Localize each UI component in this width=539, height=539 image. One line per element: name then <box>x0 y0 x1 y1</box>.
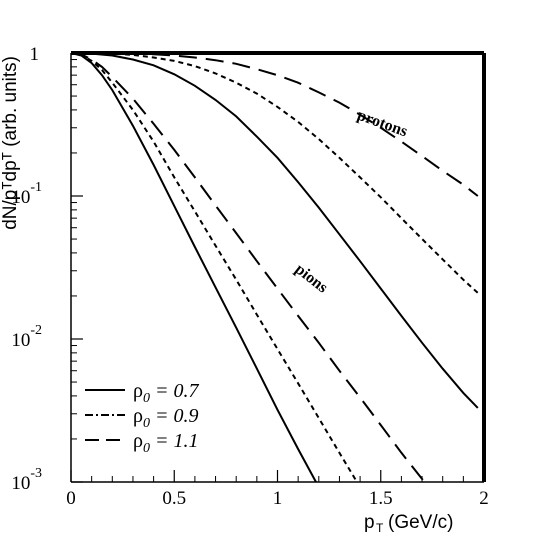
legend-label: ρ0 = 0.9 <box>133 405 198 431</box>
y-tick-label: 1 <box>30 44 40 65</box>
y-tick-label: 10 -3 <box>11 466 42 494</box>
axis-labels: p T (GeV/c) dN/pᵀdpᵀ (arb. units) <box>0 56 453 535</box>
x-tick-label: 0 <box>66 488 76 509</box>
legend: ρ0 = 0.7ρ0 = 0.9ρ0 = 1.1 <box>85 380 199 456</box>
x-tick-label: 2 <box>479 488 489 509</box>
x-label-main: p <box>364 512 375 533</box>
legend-item: ρ0 = 0.9 <box>85 405 198 431</box>
y-axis-label: dN/pᵀdpᵀ (arb. units) <box>0 56 21 230</box>
y-tick-exponent: -3 <box>30 466 42 481</box>
legend-subscript: 0 <box>143 441 150 456</box>
y-tick-exponent: -2 <box>30 323 42 338</box>
y-tick-base: 10 <box>11 330 30 351</box>
x-tick-label: 1 <box>273 488 283 509</box>
x-label-sub: T <box>376 521 384 535</box>
y-tick-base: 10 <box>11 187 30 208</box>
y-tick-label: 10 -2 <box>11 323 42 351</box>
y-tick-label: 10 -1 <box>11 180 42 208</box>
y-tick-base: 10 <box>11 473 30 494</box>
legend-value: = 0.9 <box>150 405 199 427</box>
x-label-unit: (GeV/c) <box>388 512 453 533</box>
x-tick-label: 1.5 <box>369 488 393 509</box>
annotation-pions: pions <box>292 261 331 297</box>
legend-label: ρ0 = 1.1 <box>133 430 198 456</box>
series-line-protons-rho-0-7 <box>71 53 479 409</box>
legend-symbol: ρ <box>133 405 143 427</box>
legend-subscript: 0 <box>143 416 150 431</box>
legend-label: ρ0 = 0.7 <box>133 380 199 406</box>
series-line-pions-rho-0-7 <box>71 53 318 482</box>
legend-subscript: 0 <box>143 391 150 406</box>
legend-value: = 0.7 <box>150 380 199 402</box>
annotation-protons: protons <box>355 107 410 141</box>
y-tick-exponent: -1 <box>30 180 42 195</box>
legend-value: = 1.1 <box>150 430 199 452</box>
series-line-pions-rho-1-1 <box>71 53 426 482</box>
legend-item: ρ0 = 1.1 <box>85 430 198 456</box>
series-line-protons-rho-0-9 <box>71 53 479 294</box>
y-tick-base: 1 <box>30 44 40 65</box>
series-layer <box>71 53 479 482</box>
series-line-pions-rho-0-9 <box>71 53 359 482</box>
legend-item: ρ0 = 0.7 <box>85 380 199 406</box>
legend-symbol: ρ <box>133 380 143 402</box>
legend-symbol: ρ <box>133 430 143 452</box>
x-axis-label: p T (GeV/c) <box>364 512 453 535</box>
annotations: protons pions <box>292 107 410 297</box>
x-tick-label: 0.5 <box>162 488 186 509</box>
